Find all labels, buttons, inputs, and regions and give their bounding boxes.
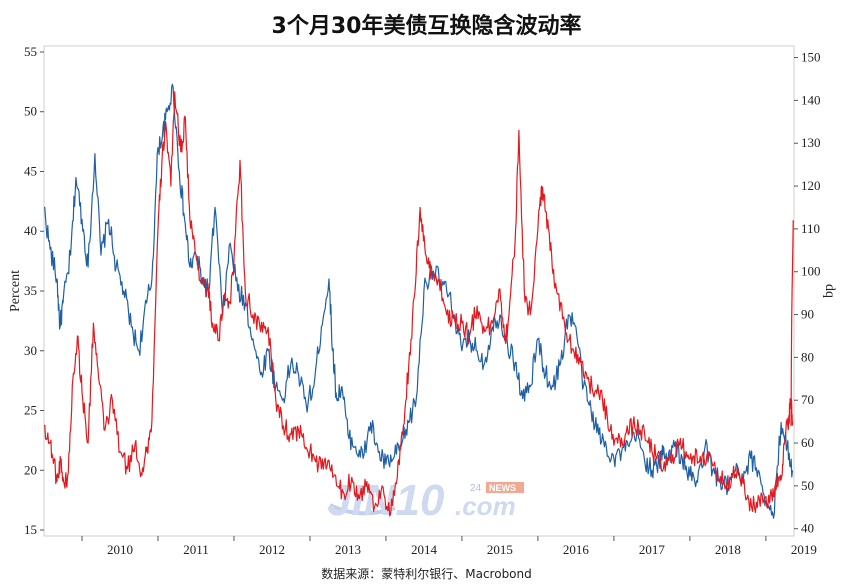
- right-tick-label: 80: [801, 349, 814, 364]
- watermark-main: JIN10: [327, 476, 445, 525]
- y-axis-left-label: Percent: [8, 270, 23, 312]
- left-tick-label: 50: [24, 104, 37, 119]
- x-tick-label: 2012: [259, 542, 285, 557]
- watermark-suffix: .com: [455, 491, 516, 521]
- right-tick-label: 120: [801, 178, 821, 193]
- x-axis: 2010 2011 2012 2013 2014 2015 2016 2017 2018 2019: [81, 536, 817, 557]
- left-tick-label: 35: [24, 283, 37, 298]
- right-tick-label: 100: [801, 264, 821, 279]
- x-tick-label: 2016: [563, 542, 590, 557]
- right-tick-label: 60: [801, 435, 814, 450]
- jin10-watermark-logo: JIN10 .com 24 NEWS: [327, 476, 524, 525]
- left-tick-label: 30: [24, 343, 37, 358]
- right-tick-label: 50: [801, 478, 814, 493]
- x-tick-label: 2013: [335, 542, 361, 557]
- left-tick-label: 25: [24, 403, 37, 418]
- chart-title: 3个月30年美债互换隐含波动率: [271, 14, 582, 39]
- x-tick-label: 2017: [639, 542, 666, 557]
- series-line-red-dq: [790, 220, 794, 426]
- left-tick-label: 55: [24, 44, 37, 59]
- y-axis-right-label: dq: [822, 284, 837, 298]
- left-axis: 15 20 25 30 35 40 45 50 55: [24, 44, 44, 537]
- right-tick-label: 110: [801, 221, 820, 236]
- right-tick-label: 90: [801, 307, 814, 322]
- x-tick-label: 2015: [487, 542, 513, 557]
- x-tick-label: 2019: [791, 542, 817, 557]
- right-tick-label: 150: [801, 50, 821, 65]
- source-note: 数据来源：蒙特利尔银行、Macrobond: [321, 567, 532, 581]
- series-line-red-dq: [44, 91, 794, 517]
- watermark-badge-text: NEWS: [489, 483, 516, 493]
- right-tick-label: 70: [801, 392, 814, 407]
- x-tick-label: 2018: [715, 542, 741, 557]
- watermark-badge-number: 24: [470, 483, 482, 494]
- x-tick-label: 2010: [107, 542, 133, 557]
- series-group: [44, 83, 794, 519]
- right-tick-label: 40: [801, 521, 814, 536]
- left-tick-label: 20: [24, 462, 37, 477]
- x-tick-label: 2014: [411, 542, 438, 557]
- series-line-blue-percent: [44, 83, 794, 519]
- right-axis: 40 50 60 70 80 90 100 110 120 130 140 150: [794, 50, 821, 536]
- right-tick-label: 130: [801, 135, 821, 150]
- left-tick-label: 45: [24, 163, 37, 178]
- left-tick-label: 40: [24, 223, 37, 238]
- x-tick-label: 2011: [183, 542, 209, 557]
- left-tick-label: 15: [24, 522, 37, 537]
- right-tick-label: 140: [801, 92, 821, 107]
